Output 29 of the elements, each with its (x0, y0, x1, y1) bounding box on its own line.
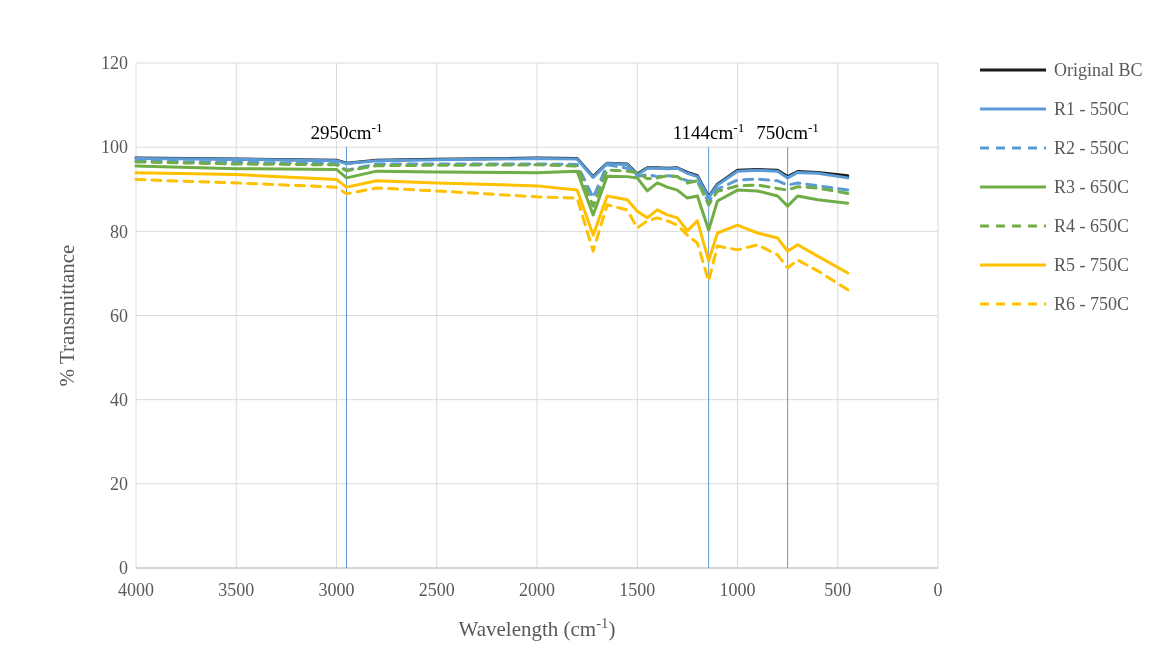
x-tick-label: 3000 (318, 580, 355, 600)
legend-label: R3 - 650C (1054, 177, 1130, 198)
x-tick-label: 4000 (118, 580, 154, 600)
x-tick-label: 1000 (719, 580, 756, 600)
x-tick-label: 2000 (519, 580, 555, 600)
legend-label: Original BC (1054, 60, 1143, 81)
legend-label: R5 - 750C (1054, 255, 1130, 276)
ref-line-label: 2950cm$^{-1}$ (310, 119, 383, 143)
legend-label: R2 - 550C (1054, 138, 1130, 159)
y-tick-label: 40 (110, 389, 128, 410)
legend-label: R1 - 550C (1054, 99, 1130, 120)
x-tick-label: 1500 (619, 580, 656, 600)
legend-label: R4 - 650C (1054, 216, 1130, 237)
y-tick-label: 120 (101, 53, 128, 74)
y-tick-label: 60 (110, 305, 128, 326)
x-tick-label: 0 (933, 580, 943, 600)
y-axis-title: % Transmittance (55, 244, 79, 387)
ref-line-label: 750cm$^{-1}$ (756, 119, 820, 143)
x-axis-title: Wavelength (cm$^{-1}$) (458, 615, 616, 641)
x-tick-label: 3500 (218, 580, 255, 600)
y-tick-label: 80 (110, 221, 128, 242)
legend-label: R6 - 750C (1054, 294, 1130, 315)
y-tick-label: 100 (101, 137, 128, 158)
x-tick-label: 2500 (418, 580, 455, 600)
ref-line-label: 1144cm$^{-1}$ (672, 119, 745, 143)
y-tick-label: 0 (119, 558, 128, 579)
x-tick-label: 500 (824, 580, 852, 600)
y-tick-label: 20 (110, 474, 128, 495)
line-series (134, 164, 850, 232)
